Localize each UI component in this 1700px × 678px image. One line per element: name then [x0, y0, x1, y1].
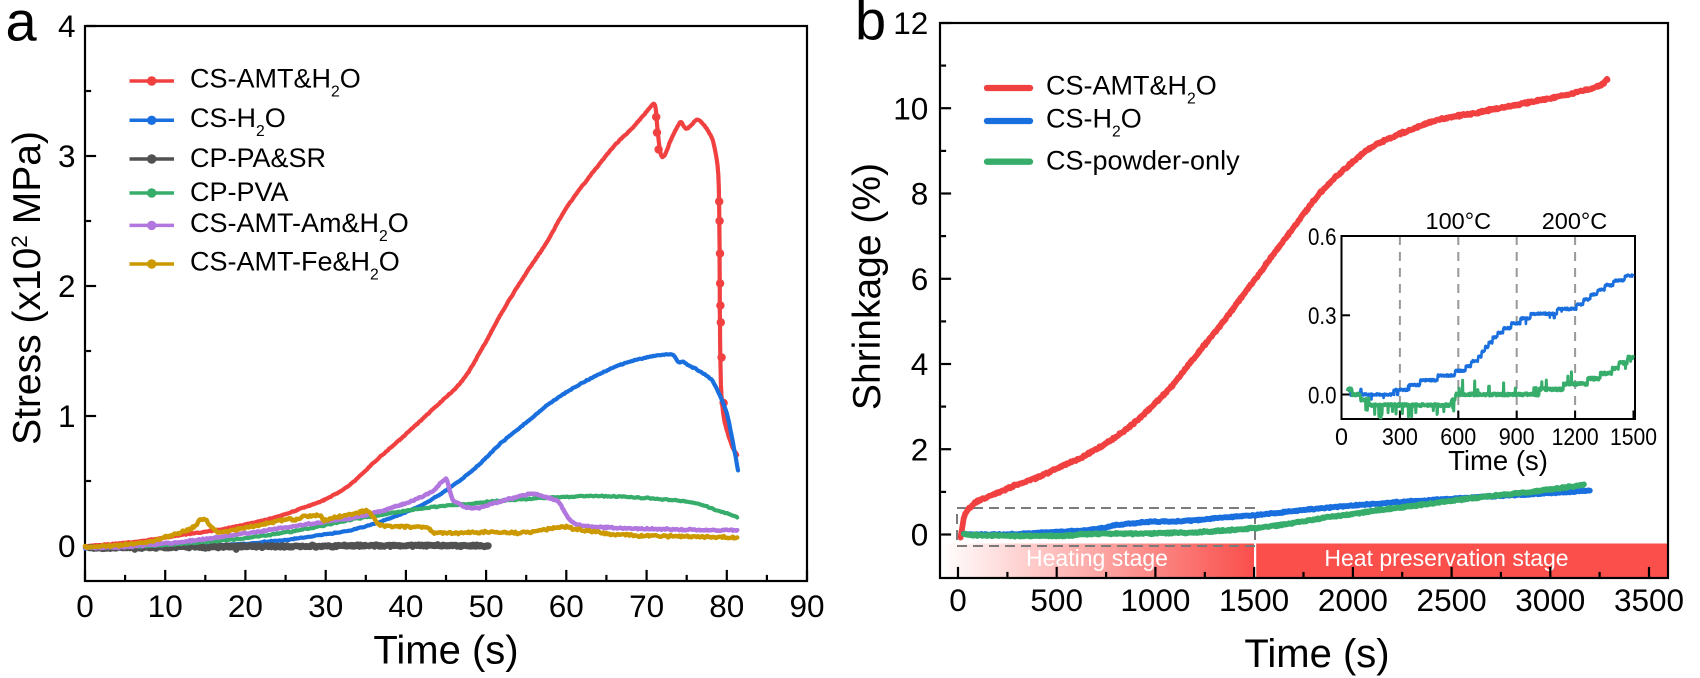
svg-text:CP-PA&SR: CP-PA&SR	[190, 143, 326, 173]
svg-text:CS-powder-only: CS-powder-only	[1046, 146, 1240, 176]
svg-text:3: 3	[58, 138, 76, 174]
svg-text:0: 0	[1335, 424, 1348, 451]
svg-text:30: 30	[308, 588, 343, 624]
svg-text:0.0: 0.0	[1308, 382, 1337, 409]
svg-text:60: 60	[549, 588, 584, 624]
svg-text:12: 12	[893, 5, 928, 41]
svg-text:50: 50	[469, 588, 504, 624]
svg-text:1: 1	[58, 398, 76, 434]
svg-text:600: 600	[1440, 424, 1476, 451]
svg-text:1000: 1000	[1120, 582, 1190, 618]
svg-text:3000: 3000	[1515, 582, 1585, 618]
svg-text:2000: 2000	[1318, 582, 1388, 618]
svg-text:3500: 3500	[1614, 582, 1684, 618]
svg-text:2500: 2500	[1417, 582, 1487, 618]
svg-text:Stress (x102 MPa): Stress (x102 MPa)	[6, 131, 49, 445]
svg-text:0.3: 0.3	[1308, 303, 1337, 330]
svg-text:4: 4	[58, 8, 76, 44]
svg-text:100°C: 100°C	[1426, 208, 1492, 234]
svg-text:2: 2	[911, 431, 929, 467]
svg-text:Time (s): Time (s)	[1244, 632, 1389, 676]
svg-text:300: 300	[1382, 424, 1418, 451]
svg-text:200°C: 200°C	[1542, 208, 1608, 234]
svg-text:20: 20	[228, 588, 263, 624]
svg-text:Heating stage: Heating stage	[1026, 545, 1168, 571]
svg-text:90: 90	[789, 588, 824, 624]
svg-text:0: 0	[911, 517, 929, 553]
svg-text:8: 8	[911, 176, 929, 212]
svg-text:80: 80	[709, 588, 744, 624]
svg-text:40: 40	[388, 588, 423, 624]
svg-text:Time (s): Time (s)	[373, 629, 518, 673]
svg-text:4: 4	[911, 346, 929, 382]
svg-text:6: 6	[911, 261, 929, 297]
svg-text:70: 70	[629, 588, 664, 624]
svg-text:a: a	[6, 0, 38, 52]
svg-text:1500: 1500	[1610, 424, 1657, 451]
svg-text:0: 0	[58, 528, 76, 564]
svg-text:1200: 1200	[1552, 424, 1599, 451]
svg-text:1500: 1500	[1219, 582, 1289, 618]
svg-text:Heat preservation stage: Heat preservation stage	[1324, 545, 1568, 571]
svg-text:0: 0	[949, 582, 967, 618]
svg-text:2: 2	[58, 268, 76, 304]
svg-text:Time (s): Time (s)	[1448, 445, 1548, 476]
svg-text:900: 900	[1499, 424, 1535, 451]
svg-text:Shrinkage (%): Shrinkage (%)	[846, 163, 889, 410]
svg-text:CP-PVA: CP-PVA	[190, 177, 289, 207]
svg-text:500: 500	[1030, 582, 1083, 618]
svg-text:b: b	[855, 0, 886, 52]
svg-text:10: 10	[893, 91, 928, 127]
svg-text:0: 0	[76, 588, 94, 624]
svg-text:0.6: 0.6	[1308, 224, 1337, 251]
svg-text:10: 10	[148, 588, 183, 624]
